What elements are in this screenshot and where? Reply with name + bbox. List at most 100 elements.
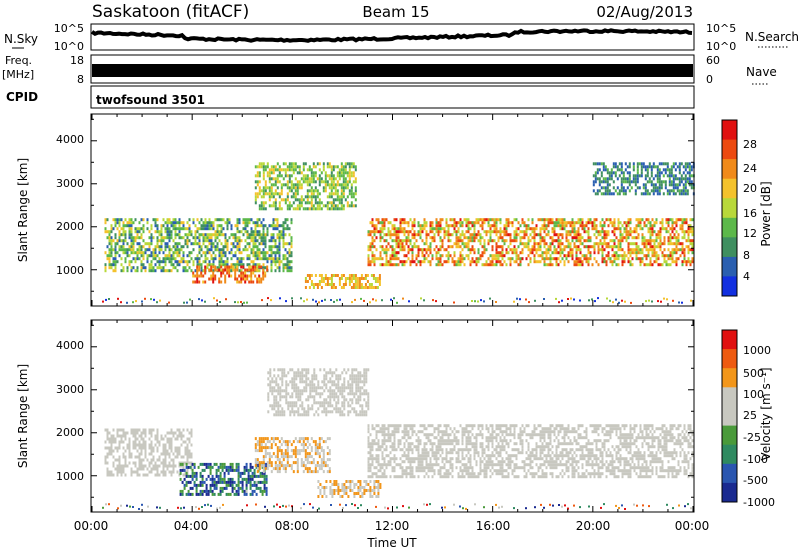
echo-cell-2 [268, 171, 271, 175]
echo-cell-1 [214, 277, 217, 281]
echo-cell-5 [594, 180, 597, 184]
echo-cell-1 [254, 268, 257, 272]
echo-cell-2 [308, 168, 311, 172]
echo-cell-2 [316, 162, 319, 166]
echo-cell-4 [481, 218, 484, 222]
echo-cell-2 [342, 171, 345, 175]
echo-cell-4 [535, 242, 538, 246]
echo-cell-4 [647, 248, 650, 252]
echo-cell-4 [401, 245, 404, 249]
echo-cell-0 [230, 248, 233, 252]
echo-cell-4 [301, 374, 304, 378]
echo-cell-3 [356, 283, 359, 286]
echo-cell-4 [555, 233, 558, 237]
echo-cell-4 [569, 248, 572, 252]
echo-cell-4 [643, 245, 646, 249]
echo-cell-2 [290, 180, 293, 184]
echo-cell-2 [280, 189, 283, 193]
echo-cell-4 [599, 221, 602, 225]
echo-cell-1 [224, 280, 227, 284]
echo-cell-0 [132, 470, 135, 474]
echo-cell-5 [608, 171, 611, 175]
echo-cell-0 [184, 446, 187, 450]
clutter-cell [594, 300, 596, 303]
echo-cell-4 [273, 374, 276, 378]
echo-cell-1 [243, 477, 246, 481]
echo-cell-0 [170, 473, 173, 477]
echo-cell-0 [104, 428, 107, 432]
echo-cell-0 [104, 251, 107, 255]
echo-cell-0 [130, 230, 133, 234]
echo-cell-0 [128, 449, 131, 453]
echo-cell-0 [130, 233, 133, 237]
echo-cell-4 [603, 224, 606, 228]
echo-cell-0 [272, 224, 275, 228]
echo-cell-4 [445, 260, 448, 264]
echo-cell-4 [489, 233, 492, 237]
echo-cell-4 [275, 395, 278, 399]
echo-cell-0 [120, 227, 123, 231]
echo-cell-4 [675, 224, 678, 228]
echo-cell-4 [553, 224, 556, 228]
echo-cell-4 [379, 230, 382, 234]
echo-cell-4 [543, 236, 546, 240]
echo-cell-1 [239, 486, 242, 490]
echo-cell-4 [547, 218, 550, 222]
echo-cell-4 [503, 254, 506, 258]
echo-cell-4 [437, 221, 440, 225]
echo-cell-4 [681, 236, 684, 240]
echo-cell-4 [303, 407, 306, 411]
echo-cell-4 [389, 254, 392, 258]
echo-cell-4 [629, 251, 632, 255]
echo-cell-2 [346, 183, 349, 187]
echo-cell-0 [180, 245, 183, 249]
echo-cell-4 [487, 230, 490, 234]
echo-cell-4 [473, 221, 476, 225]
echo-cell-4 [581, 221, 584, 225]
echo-cell-2 [266, 440, 269, 444]
echo-cell-5 [686, 162, 689, 166]
echo-cell-5 [632, 165, 635, 169]
echo-cell-1 [263, 480, 266, 484]
echo-cell-4 [377, 218, 380, 222]
echo-cell-4 [389, 245, 392, 249]
echo-cell-5 [656, 189, 659, 193]
echo-cell-2 [282, 440, 285, 444]
echo-cell-4 [527, 227, 530, 231]
echo-cell-1 [201, 489, 204, 493]
echo-cell-4 [637, 218, 640, 222]
echo-cell-0 [194, 269, 197, 273]
echo-cell-0 [256, 233, 259, 237]
echo-cell-4 [525, 230, 528, 234]
echo-cell-4 [545, 224, 548, 228]
echo-cell-0 [226, 248, 229, 252]
echo-cell-4 [593, 248, 596, 252]
echo-cell-5 [626, 177, 629, 181]
echo-cell-1 [255, 480, 258, 484]
clutter-cell [201, 299, 203, 302]
echo-cell-4 [437, 233, 440, 237]
echo-cell-4 [411, 254, 414, 258]
echo-cell-4 [273, 401, 276, 405]
echo-cell-4 [307, 398, 310, 402]
echo-cell-0 [224, 221, 227, 225]
echo-cell-0 [108, 263, 111, 267]
echo-cell-0 [120, 248, 123, 252]
echo-cell-4 [497, 257, 500, 261]
echo-cell-2 [304, 195, 307, 199]
echo-cell-4 [557, 245, 560, 249]
echo-cell-4 [455, 263, 458, 267]
echo-cell-0 [186, 227, 189, 231]
echo-cell-1 [262, 271, 265, 275]
echo-cell-4 [543, 260, 546, 264]
echo-cell-4 [575, 248, 578, 252]
echo-cell-0 [234, 224, 237, 228]
echo-cell-5 [592, 174, 595, 178]
echo-cell-2 [310, 470, 313, 474]
echo-cell-0 [124, 455, 127, 459]
echo-cell-4 [305, 377, 308, 381]
echo-cell-0 [178, 452, 181, 456]
echo-cell-4 [515, 251, 518, 255]
echo-cell-4 [643, 236, 646, 240]
clutter-cell [270, 299, 272, 302]
